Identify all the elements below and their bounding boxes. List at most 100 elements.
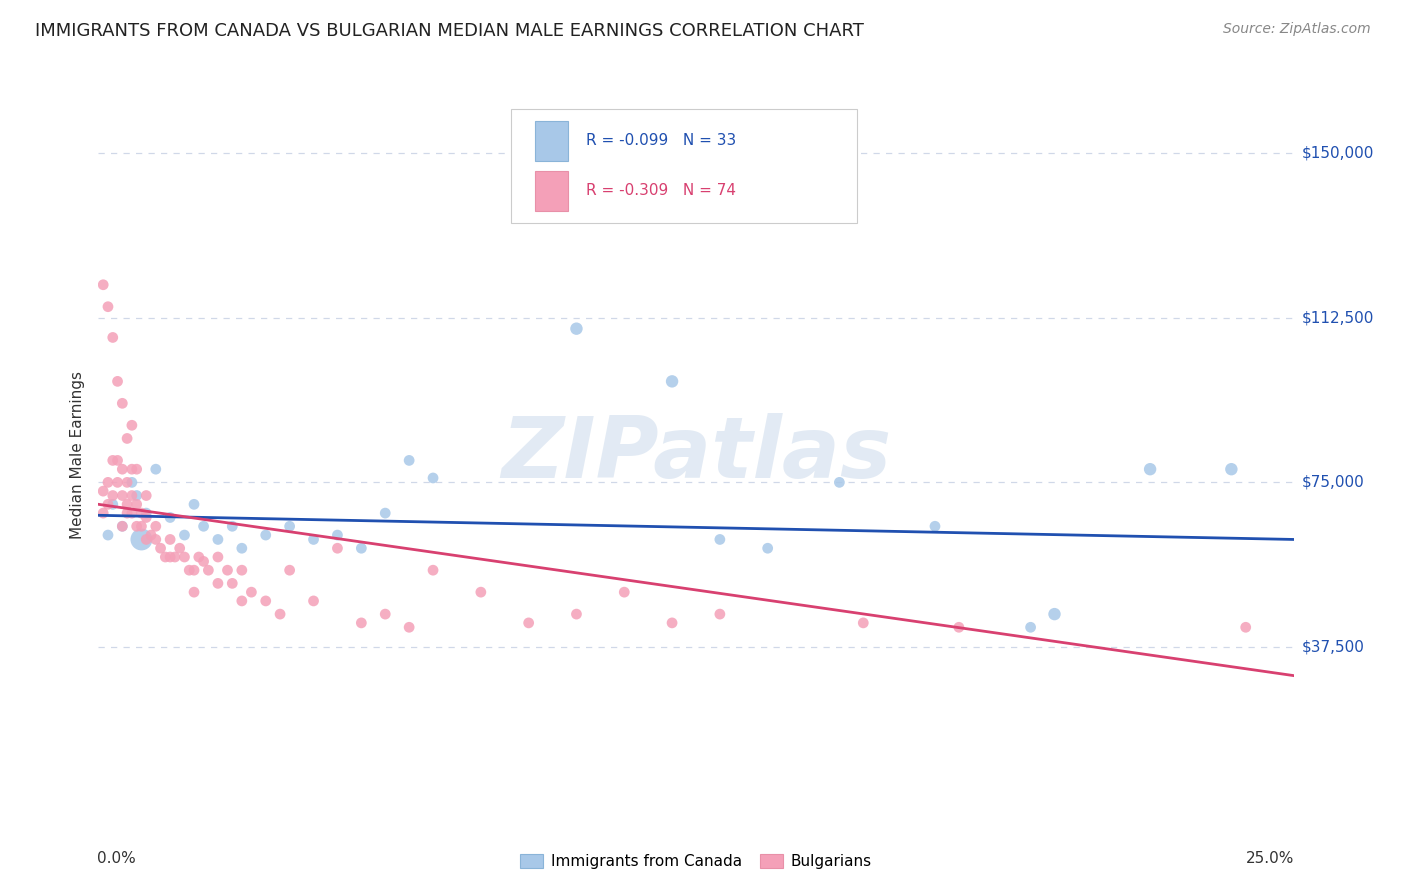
Text: $75,000: $75,000 [1302,475,1365,490]
Point [91,277,114,292]
Point [709,533,731,547]
Point [97,300,120,314]
Point [135,533,157,547]
Point [217,563,239,577]
Point [852,615,875,630]
Point [422,563,444,577]
Point [302,533,325,547]
Point [149,541,172,556]
Point [121,489,143,503]
Point [115,432,138,446]
Text: $150,000: $150,000 [1302,145,1374,161]
Text: 0.0%: 0.0% [97,851,136,866]
Text: $37,500: $37,500 [1302,640,1365,655]
Point [135,489,157,503]
Point [131,533,153,547]
Point [231,594,253,608]
Text: ZIPatlas: ZIPatlas [501,413,891,497]
Text: R = -0.309   N = 74: R = -0.309 N = 74 [586,184,735,198]
Point [155,549,177,564]
Point [111,396,134,410]
Point [125,519,148,533]
Point [173,549,195,564]
Point [145,533,167,547]
Point [145,462,167,476]
Point [254,528,277,542]
Point [125,462,148,476]
Point [91,506,114,520]
Point [115,475,138,490]
Point [101,330,124,344]
Point [125,489,148,503]
Point [135,510,157,524]
Point [207,549,229,564]
Point [278,519,301,533]
Point [125,497,148,511]
Point [828,475,851,490]
Point [97,497,120,511]
Point [107,453,129,467]
Point [231,541,253,556]
Point [101,453,124,467]
Point [101,489,124,503]
Text: IMMIGRANTS FROM CANADA VS BULGARIAN MEDIAN MALE EARNINGS CORRELATION CHART: IMMIGRANTS FROM CANADA VS BULGARIAN MEDI… [35,22,865,40]
Point [101,497,124,511]
Point [756,541,779,556]
Point [326,528,349,542]
Point [139,528,162,542]
Point [613,585,636,599]
Point [350,615,373,630]
Point [111,489,134,503]
Point [111,519,134,533]
Point [193,554,215,568]
Point [115,506,138,520]
Point [111,519,134,533]
Point [350,541,373,556]
Point [240,585,263,599]
Point [398,620,420,634]
FancyBboxPatch shape [510,109,858,223]
Point [374,607,396,621]
Point [517,615,540,630]
Point [565,607,588,621]
Point [159,510,181,524]
Point [1019,620,1042,634]
Point [326,541,349,556]
Point [91,484,114,499]
Point [1234,620,1257,634]
Point [269,607,291,621]
Point [173,528,195,542]
Point [207,576,229,591]
Point [97,475,120,490]
Point [470,585,492,599]
Point [924,519,946,533]
Point [115,497,138,511]
Point [193,519,215,533]
Text: Source: ZipAtlas.com: Source: ZipAtlas.com [1223,22,1371,37]
Point [159,549,181,564]
Point [565,321,588,335]
Point [121,506,143,520]
Point [302,594,325,608]
FancyBboxPatch shape [534,171,568,211]
Point [135,506,157,520]
Point [183,563,205,577]
Text: $112,500: $112,500 [1302,310,1374,326]
Point [183,585,205,599]
Point [159,533,181,547]
Text: R = -0.099   N = 33: R = -0.099 N = 33 [586,134,737,148]
Point [221,519,243,533]
Point [422,471,444,485]
Point [207,533,229,547]
Point [179,563,201,577]
Point [278,563,301,577]
FancyBboxPatch shape [534,121,568,161]
Point [1043,607,1066,621]
Point [254,594,277,608]
Point [221,576,243,591]
Point [661,375,683,389]
Point [169,541,191,556]
Point [107,375,129,389]
Point [107,475,129,490]
Point [1220,462,1243,476]
